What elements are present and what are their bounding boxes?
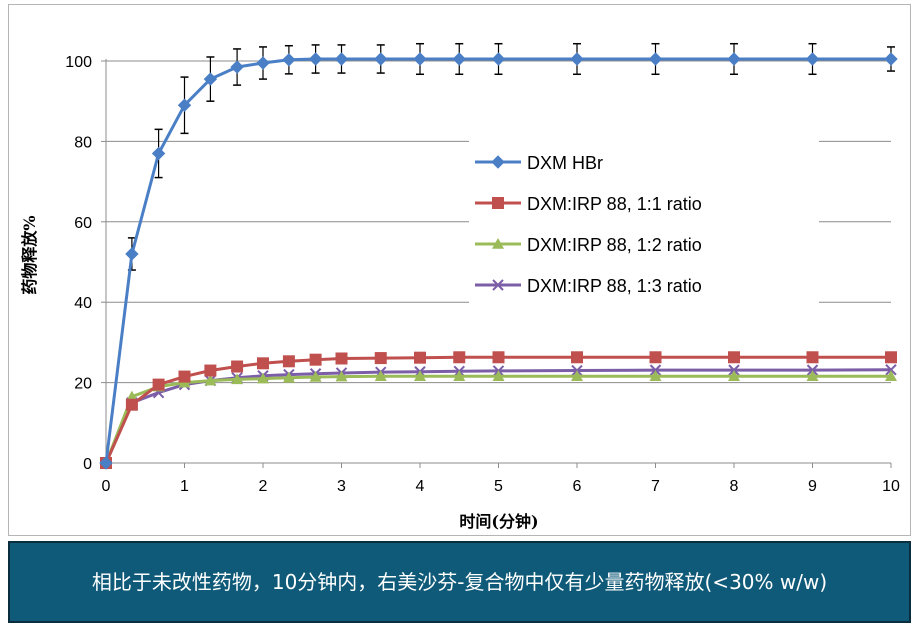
data-point <box>282 53 296 67</box>
data-point <box>728 370 740 381</box>
data-point <box>884 52 898 66</box>
series-line <box>104 374 891 464</box>
data-point <box>885 351 897 364</box>
data-point <box>257 372 269 384</box>
y-tick-label: 0 <box>83 456 92 473</box>
legend-label: DXM:IRP 88, 1:3 ratio <box>527 276 702 296</box>
legend-label: DXM HBr <box>527 153 603 173</box>
x-tick-label: 0 <box>102 478 111 495</box>
data-point <box>453 351 466 364</box>
data-point <box>151 146 166 161</box>
data-point <box>374 370 387 381</box>
data-point <box>805 52 820 66</box>
data-point <box>125 247 139 261</box>
data-point <box>571 370 583 381</box>
x-tick-label: 9 <box>808 478 817 495</box>
y-tick-label: 20 <box>74 376 92 393</box>
series-line <box>104 368 892 464</box>
data-point <box>204 364 217 377</box>
data-point <box>648 52 663 66</box>
data-point <box>178 370 191 383</box>
data-point <box>885 370 897 381</box>
x-tick-label: 10 <box>882 478 900 495</box>
data-point <box>231 360 244 373</box>
legend-label: DXM:IRP 88, 1:2 ratio <box>527 235 702 255</box>
data-point <box>491 52 506 66</box>
data-point <box>125 398 138 411</box>
data-point <box>231 373 244 385</box>
data-point <box>727 52 741 66</box>
release-chart: 0 20 40 60 80 100 0 1 2 3 4 5 6 7 8 9 10 DXM HBr DXM:IRP … <box>20 42 900 531</box>
data-point <box>728 364 740 376</box>
data-point <box>282 355 295 368</box>
data-point <box>204 374 217 386</box>
data-point <box>453 370 466 381</box>
data-point <box>492 370 505 381</box>
data-point <box>492 279 504 291</box>
series-lines <box>99 52 898 470</box>
data-point <box>374 352 387 365</box>
x-tick-label: 8 <box>730 478 739 495</box>
data-point <box>177 98 192 112</box>
data-point <box>452 52 466 66</box>
data-point <box>414 351 426 364</box>
data-point <box>649 351 662 364</box>
data-point <box>491 155 505 169</box>
data-point <box>413 52 427 66</box>
data-point <box>230 60 244 74</box>
data-point <box>257 357 269 370</box>
y-axis-label: 药物释放% <box>20 215 39 294</box>
data-point <box>728 351 740 364</box>
y-tick-label: 40 <box>74 295 92 312</box>
y-tick-label: 60 <box>74 215 92 232</box>
data-point <box>492 351 505 364</box>
data-point <box>806 351 819 364</box>
x-tick-label: 1 <box>180 478 189 495</box>
x-tick-label: 5 <box>494 478 503 495</box>
x-tick-label: 4 <box>416 478 425 495</box>
x-tick-label: 2 <box>259 478 268 495</box>
data-point <box>308 52 323 66</box>
data-point <box>309 353 322 366</box>
data-point <box>649 370 662 381</box>
data-point <box>152 378 165 391</box>
data-point <box>414 370 426 381</box>
data-point <box>885 364 897 376</box>
caption-text: 相比于未改性药物，10分钟内，右美沙芬-复合物中仅有少量药物释放(<30% w/… <box>91 570 828 594</box>
data-point <box>203 72 218 86</box>
legend: DXM HBr DXM:IRP 88, 1:1 ratio DXM:IRP 88, … <box>469 140 819 312</box>
data-point <box>334 52 349 66</box>
data-point <box>309 370 322 382</box>
data-point <box>335 352 348 365</box>
x-tick-label: 3 <box>337 478 346 495</box>
data-point <box>282 371 295 383</box>
legend-label: DXM:IRP 88, 1:1 ratio <box>527 194 702 214</box>
x-axis-label: 时间(分钟) <box>459 512 538 531</box>
y-tick-label: 80 <box>74 134 92 151</box>
caption-banner: 相比于未改性药物，10分钟内，右美沙芬-复合物中仅有少量药物释放(<30% w/… <box>8 541 911 623</box>
x-tick-label: 7 <box>651 478 660 495</box>
data-point <box>492 238 504 249</box>
data-point <box>335 370 348 382</box>
data-point <box>571 351 583 364</box>
chart-frame: 0 20 40 60 80 100 0 1 2 3 4 5 6 7 8 9 10 DXM HBr DXM:IRP … <box>8 4 911 536</box>
data-point <box>570 52 584 66</box>
data-point <box>806 364 819 376</box>
data-point <box>374 52 388 66</box>
y-tick-label: 100 <box>65 54 92 71</box>
tick-labels: 0 20 40 60 80 100 0 1 2 3 4 5 6 7 8 9 10 <box>65 54 900 495</box>
data-point <box>492 197 504 209</box>
data-point <box>256 56 270 70</box>
legend-background <box>469 140 819 312</box>
data-point <box>649 364 662 376</box>
data-point <box>99 456 113 470</box>
x-tick-label: 6 <box>573 478 582 495</box>
axes <box>101 59 892 468</box>
data-point <box>806 370 819 381</box>
